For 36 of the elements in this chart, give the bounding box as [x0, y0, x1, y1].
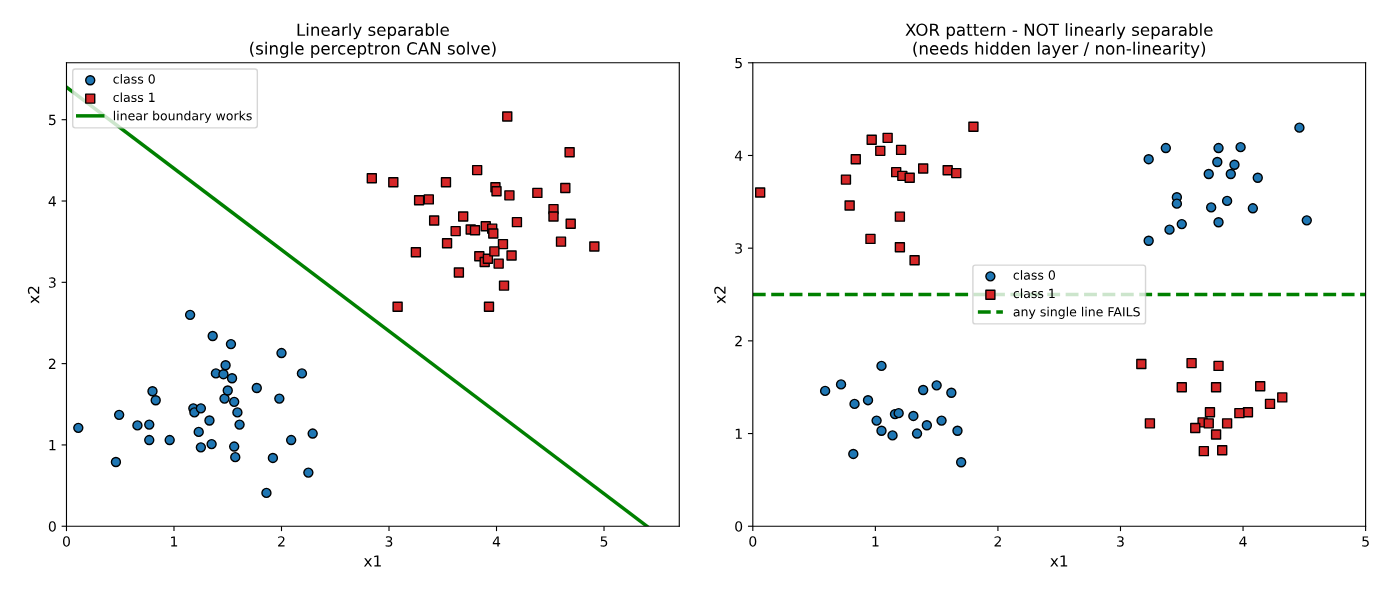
y-tick-label: 3 [735, 243, 742, 254]
x-tick-label: 5 [1362, 536, 1369, 547]
y-tick-label: 1 [735, 428, 742, 439]
x-tick-label: 5 [600, 536, 608, 547]
y-tick-label: 2 [48, 358, 56, 369]
legend-label: any single line FAILS [1013, 306, 1140, 319]
y-tick-label: 5 [48, 114, 56, 126]
y-axis-title: x2 [27, 286, 40, 304]
y-tick-label: 3 [48, 277, 56, 288]
y-tick-label: 4 [48, 196, 56, 207]
x-tick-label: 0 [62, 536, 70, 547]
y-tick-label: 0 [735, 521, 743, 532]
legend-label: class 1 [1013, 288, 1055, 299]
chart-title: XOR pattern - NOT linearly separable (needs hidden layer / non-linearity) [905, 23, 1213, 58]
x-tick-label: 4 [492, 536, 501, 547]
legend-label: class 0 [1013, 270, 1056, 280]
legend-label: linear boundary works [113, 110, 252, 123]
y-tick-label: 0 [48, 521, 56, 532]
y-tick-label: 4 [734, 150, 743, 161]
y-tick-label: 2 [735, 335, 742, 347]
x-tick-label: 2 [994, 536, 1001, 547]
x-tick-label: 1 [171, 536, 178, 547]
y-tick-label: 1 [49, 440, 56, 451]
y-tick-label: 5 [735, 57, 742, 69]
x-tick-label: 3 [1117, 536, 1124, 547]
legend-label: class 1 [113, 92, 155, 103]
y-axis-title: x2 [714, 286, 726, 304]
x-tick-label: 1 [872, 536, 879, 547]
x-tick-label: 4 [1239, 536, 1247, 547]
chart-title: Linearly separable (single perceptron CAN solve) [250, 23, 496, 58]
x-tick-label: 2 [278, 536, 285, 547]
x-tick-label: 0 [749, 536, 757, 547]
x-axis-title: x1 [1050, 555, 1068, 567]
legend-label: class 0 [113, 74, 155, 84]
x-tick-label: 3 [385, 536, 393, 547]
x-axis-title: x1 [363, 555, 381, 567]
